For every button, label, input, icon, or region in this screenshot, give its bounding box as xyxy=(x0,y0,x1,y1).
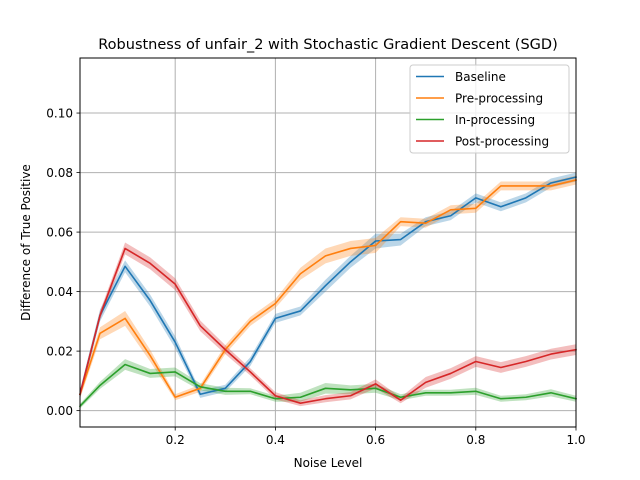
legend-label-in-processing: In-processing xyxy=(455,113,535,127)
legend: Baseline Pre-processing In-processing Post-… xyxy=(409,64,570,154)
x-tick-label: 0.2 xyxy=(166,433,185,447)
y-tick-label: 0.10 xyxy=(46,106,73,120)
pre-processing-line xyxy=(78,179,577,399)
y-axis-label: Difference of True Positive xyxy=(19,164,33,321)
confidence-bands xyxy=(80,172,576,409)
plot-frame xyxy=(79,57,577,428)
chart-title: Robustness of unfair_2 with Stochastic G… xyxy=(98,37,557,53)
in-processing-line xyxy=(78,363,577,408)
x-tick-label: 0.6 xyxy=(366,433,385,447)
baseline-line xyxy=(79,176,577,396)
x-tick-label: 0.4 xyxy=(266,433,285,447)
y-tick-label: 0.04 xyxy=(46,285,73,299)
legend-items: Baseline Pre-processing In-processing Post-… xyxy=(416,70,549,148)
baseline-band xyxy=(80,172,576,399)
legend-label-pre-processing: Pre-processing xyxy=(455,91,543,105)
in-processing-band xyxy=(80,359,576,409)
y-tick-label: 0.02 xyxy=(46,344,73,358)
x-tick-label: 1.0 xyxy=(566,433,585,447)
legend-box xyxy=(409,64,570,154)
y-axis-ticks: 0.00 0.02 0.04 0.06 0.08 0.10 xyxy=(46,106,80,418)
y-tick-label: 0.08 xyxy=(46,166,73,180)
post-processing-line xyxy=(79,247,577,404)
legend-label-post-processing: Post-processing xyxy=(455,134,549,148)
series-lines xyxy=(78,176,577,408)
y-tick-label: 0.06 xyxy=(46,225,73,239)
x-tick-label: 0.8 xyxy=(466,433,485,447)
x-axis-label: Noise Level xyxy=(294,456,363,470)
y-tick-label: 0.00 xyxy=(46,404,73,418)
x-axis-ticks: 0.2 0.4 0.6 0.8 1.0 xyxy=(166,427,586,447)
legend-label-baseline: Baseline xyxy=(455,70,506,84)
